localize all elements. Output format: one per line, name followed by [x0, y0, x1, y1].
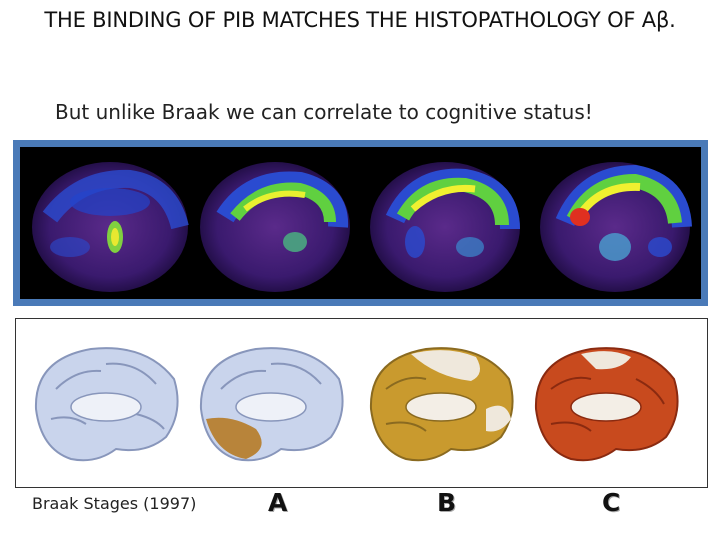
- brain-stage-a: [199, 347, 344, 462]
- stage-label-a: A: [268, 488, 288, 517]
- braak-stages-caption: Braak Stages (1997): [32, 494, 197, 513]
- stage-label-c: C: [602, 488, 621, 517]
- pet-scan-3: [370, 162, 520, 292]
- slide-title: THE BINDING OF PIB MATCHES THE HISTOPATH…: [44, 8, 676, 32]
- braak-stages-panel: [15, 318, 708, 488]
- caption-row: Braak Stages (1997) A B C: [0, 480, 720, 530]
- pib-pet-scan-images: [32, 162, 692, 292]
- pet-scan-1: [32, 162, 189, 292]
- brain-stage-c: [534, 347, 679, 462]
- pet-scan-4: [540, 162, 692, 292]
- slide-subtitle: But unlike Braak we can correlate to cog…: [55, 100, 593, 124]
- stage-label-b: B: [437, 488, 457, 517]
- braak-brain-illustrations: [34, 347, 679, 462]
- pet-scan-background: [20, 147, 701, 299]
- pet-scan-2: [200, 162, 350, 292]
- pib-pet-scan-panel: [13, 140, 708, 306]
- brain-stage-b: [369, 347, 514, 462]
- brain-stage-normal: [34, 347, 179, 462]
